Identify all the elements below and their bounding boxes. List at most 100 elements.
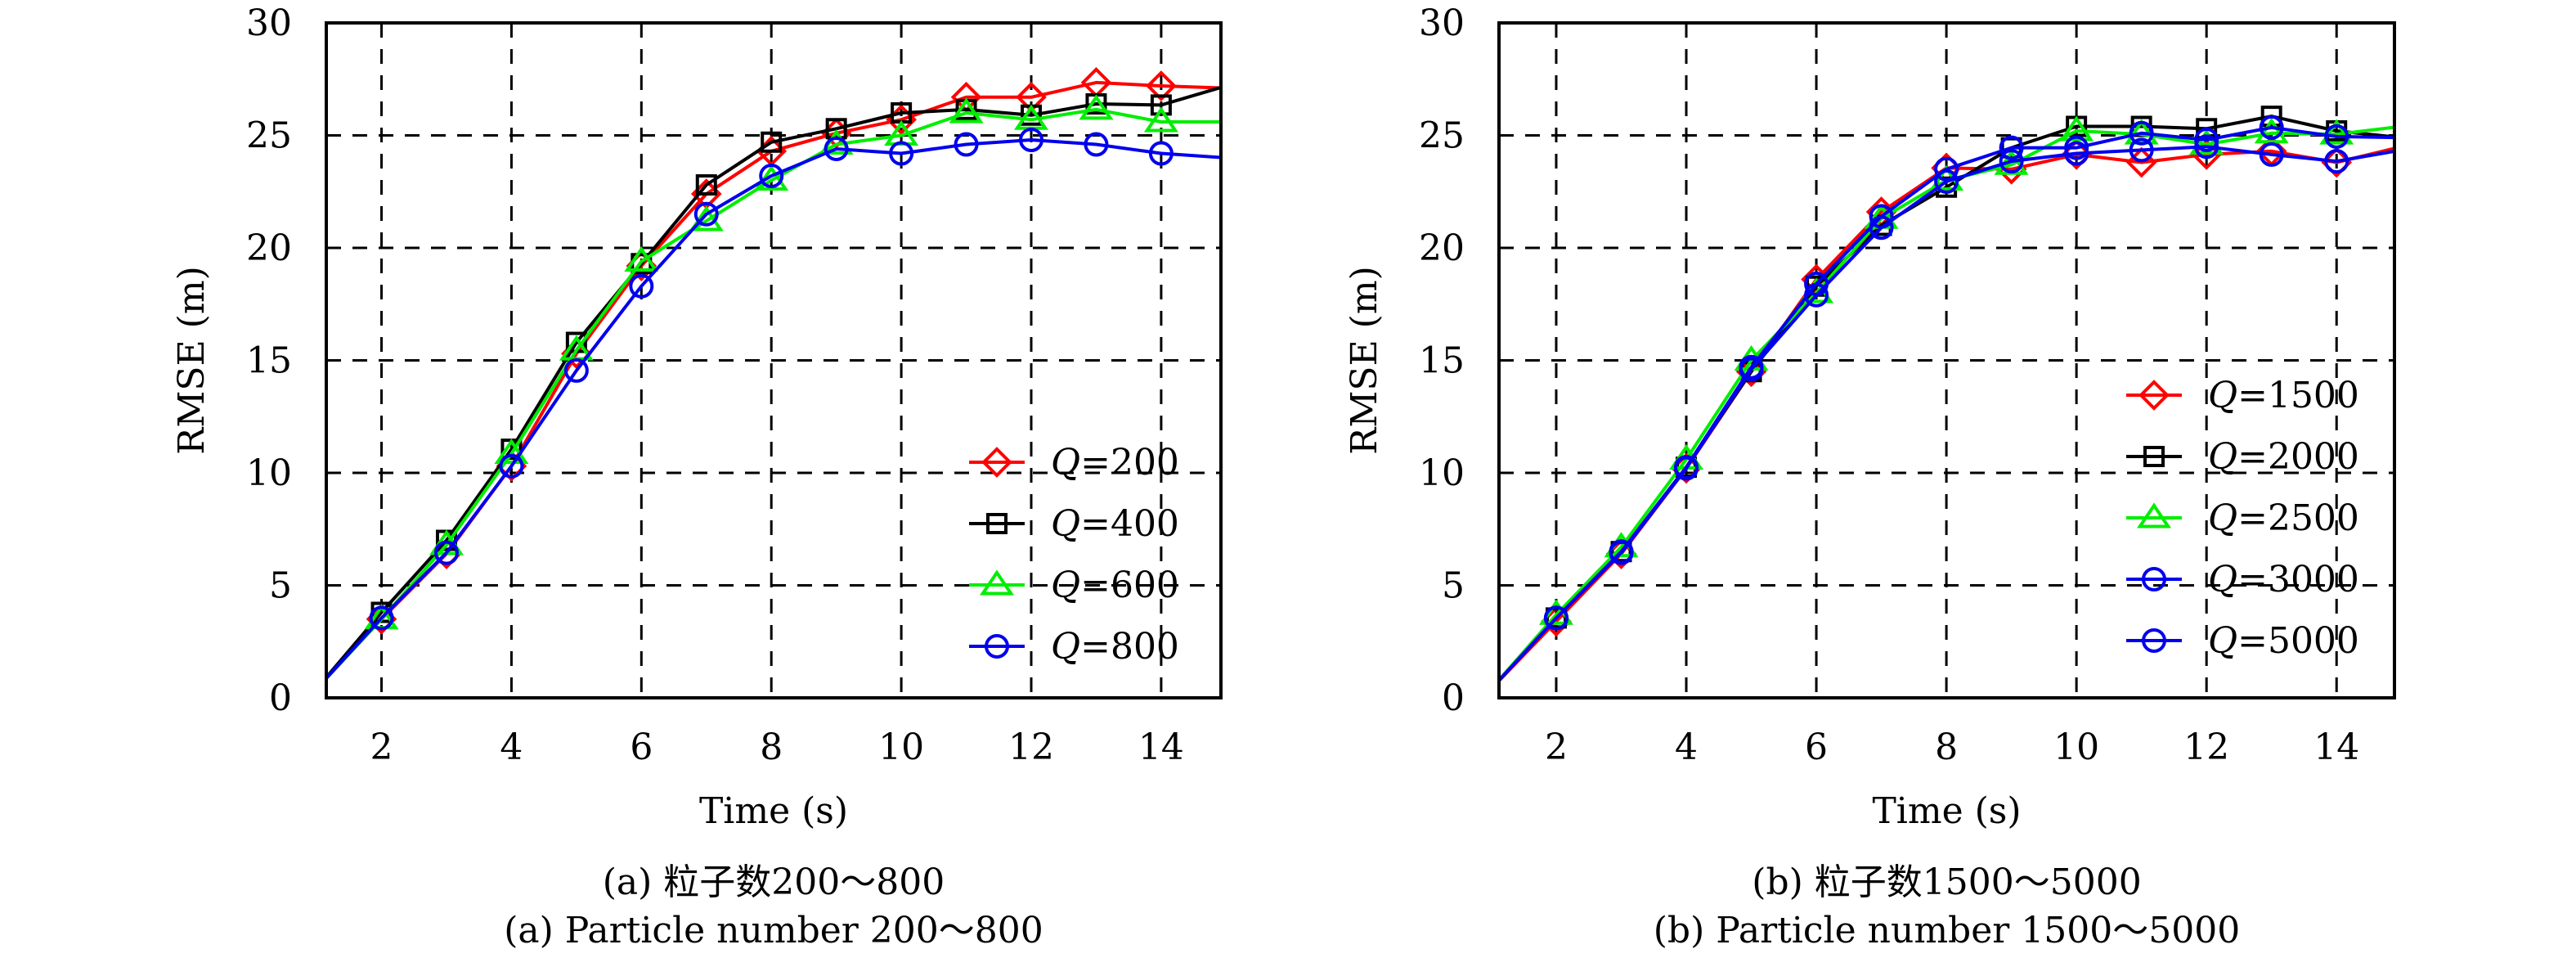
series-layer: [1499, 106, 2394, 684]
legend-label-value: =200: [1080, 442, 1179, 483]
legend-label-symbol: Q: [2208, 559, 2237, 600]
legend-item: Q=3000: [2126, 559, 2359, 600]
series-line: [326, 107, 1221, 681]
y-tick-label: 5: [269, 565, 292, 607]
data-point-marker: [1609, 540, 1634, 565]
legend-label: Q=200: [1051, 442, 1179, 483]
data-point-marker: [761, 131, 783, 153]
data-point-marker: [1146, 70, 1177, 101]
y-tick-label: 30: [1419, 2, 1465, 44]
data-point-marker: [2189, 128, 2224, 155]
legend-marker-icon: [2136, 502, 2172, 528]
chart-b: 2 4 6 8 10 12 14 0 5 10 15 20 25 30 Time (s) RMSE (m)…: [1344, 2, 2396, 951]
data-point-marker: [2319, 119, 2354, 145]
y-tick-label: 30: [246, 2, 292, 44]
x-tick-label: 8: [760, 726, 783, 768]
legend-item: Q=800: [969, 626, 1179, 668]
y-tick-label: 20: [246, 227, 292, 269]
legend-marker-icon: [979, 569, 1015, 596]
data-point-marker: [1148, 141, 1174, 166]
legend-label-value: =600: [1080, 564, 1179, 606]
series-line: [326, 85, 1221, 681]
data-point-marker: [2254, 118, 2289, 144]
data-point-marker: [494, 439, 529, 465]
data-point-marker: [369, 605, 394, 631]
chart-a: 2 4 6 8 10 12 14 0 5 10 15 20 25 30 Time (s) RMSE (m)…: [171, 2, 1223, 951]
legend-marker-icon: [2138, 380, 2170, 411]
data-point-marker: [1999, 149, 2024, 174]
legend-label-value: =5000: [2237, 620, 2359, 662]
data-point-marker: [1143, 106, 1178, 133]
x-tick-label: 8: [1935, 726, 1958, 768]
x-tick-label: 10: [878, 726, 924, 768]
x-tick-label: 4: [1675, 726, 1698, 768]
data-point-marker: [624, 245, 659, 272]
series-q-800: [326, 128, 1221, 681]
data-point-marker: [1804, 282, 1829, 308]
plot-frame: [1497, 21, 2396, 699]
y-tick-label: 25: [1419, 115, 1465, 157]
data-point-marker: [1999, 135, 2024, 160]
y-tick-label: 0: [1442, 677, 1465, 719]
legend-label: Q=600: [1051, 564, 1179, 606]
legend-item: Q=600: [969, 564, 1179, 606]
legend-label-symbol: Q: [1051, 626, 1080, 668]
data-point-marker: [2324, 124, 2349, 149]
y-tick-label: 25: [246, 115, 292, 157]
legend-label-symbol: Q: [1051, 564, 1080, 606]
data-point-marker: [1869, 215, 1894, 241]
data-point-marker: [1543, 605, 1568, 631]
data-point-marker: [2194, 134, 2219, 160]
legend-label-symbol: Q: [2208, 436, 2237, 478]
y-axis-label: RMSE (m): [1344, 266, 1385, 454]
legend-item: Q=5000: [2126, 620, 2359, 662]
y-tick-label: 20: [1419, 227, 1465, 269]
data-point-marker: [2324, 149, 2349, 174]
legend-label-value: =800: [1080, 626, 1179, 668]
caption-english: (a) Particle number 200～800: [504, 910, 1043, 951]
data-point-marker: [629, 273, 654, 299]
plot-frame: [325, 21, 1223, 699]
legend-label-symbol: Q: [2208, 497, 2237, 539]
legend-label-value: =3000: [2237, 559, 2359, 600]
legend-item: Q=400: [969, 503, 1179, 545]
legend-label-symbol: Q: [1051, 442, 1080, 483]
legend-label: Q=1500: [2208, 375, 2359, 416]
legend-label-value: =2500: [2237, 497, 2359, 539]
x-tick-label: 2: [1545, 726, 1568, 768]
data-point-marker: [1150, 94, 1172, 116]
x-tick-label: 6: [1805, 726, 1828, 768]
grid-lines: [326, 23, 1221, 698]
x-tick-label: 14: [2313, 726, 2359, 768]
legend-label: Q=5000: [2208, 620, 2359, 662]
x-tick-label: 12: [2183, 726, 2229, 768]
legend-label-value: =1500: [2237, 375, 2359, 416]
legend-label: Q=2000: [2208, 436, 2359, 478]
legend-label: Q=400: [1051, 503, 1179, 545]
data-point-marker: [1934, 156, 1959, 182]
legend-marker-icon: [2142, 567, 2166, 591]
legend-label: Q=2500: [2208, 497, 2359, 539]
x-axis-label: Time (s): [699, 790, 848, 832]
legend-item: Q=1500: [2126, 375, 2359, 416]
x-tick-label: 6: [630, 726, 653, 768]
data-point-marker: [1079, 94, 1114, 120]
data-point-marker: [954, 132, 979, 157]
data-point-marker: [1674, 456, 1699, 481]
x-tick-label: 14: [1138, 726, 1184, 768]
legend-marker-icon: [986, 513, 1008, 534]
data-point-marker: [1084, 132, 1109, 157]
data-point-marker: [2259, 115, 2284, 140]
legend-label-value: =400: [1080, 503, 1179, 545]
x-tick-label: 12: [1008, 726, 1054, 768]
x-tick-label: 4: [500, 726, 523, 768]
data-point-marker: [1019, 128, 1044, 152]
y-tick-label: 15: [1419, 340, 1465, 382]
data-point-marker: [2129, 120, 2154, 146]
tick-labels: 2 4 6 8 10 12 14 0 5 10 15 20 25 30: [246, 2, 1184, 768]
data-point-marker: [949, 97, 984, 124]
data-point-marker: [2059, 115, 2094, 142]
